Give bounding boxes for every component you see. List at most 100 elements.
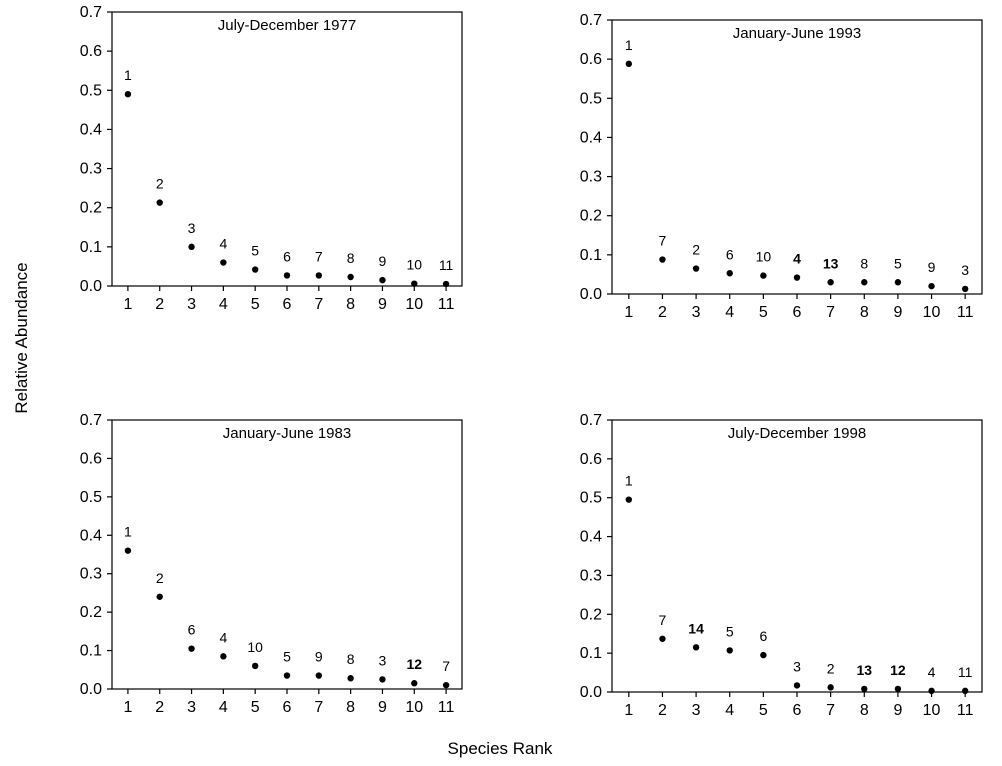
data-point: [928, 687, 935, 695]
data-point-label: 5: [251, 243, 259, 259]
data-point: [411, 680, 418, 687]
data-point: [760, 272, 767, 279]
x-tick-label: 6: [283, 699, 292, 716]
data-point-label: 11: [439, 257, 454, 273]
x-tick-label: 5: [759, 304, 768, 321]
x-tick-label: 10: [405, 296, 423, 313]
data-point-label: 1: [625, 473, 633, 489]
y-tick-label: 0.6: [580, 51, 602, 68]
x-tick-label: 8: [860, 304, 869, 321]
y-tick-label: 0.0: [580, 286, 602, 303]
x-tick-label: 10: [923, 304, 941, 321]
data-point-label: 5: [283, 649, 291, 665]
y-tick-label: 0.2: [580, 606, 602, 623]
x-tick-label: 11: [438, 699, 455, 716]
x-tick-label: 3: [187, 296, 196, 313]
data-point-label: 7: [315, 248, 323, 264]
data-point-label: 2: [156, 176, 164, 192]
data-point-label: 4: [219, 236, 227, 252]
data-point: [894, 279, 902, 286]
panel-january-june-1983: January-June 1983 0.0 0.1 0.2 0.3 0.4 0.5 0.6 0.…: [80, 412, 463, 716]
data-point-label: 2: [156, 570, 164, 586]
y-tick-label: 0.6: [580, 451, 602, 468]
data-point: [124, 547, 132, 554]
data-point: [251, 266, 259, 273]
data-point-label: 12: [890, 662, 906, 678]
y-tick-label: 0.1: [80, 643, 102, 660]
data-point: [827, 279, 834, 286]
y-tick-label: 0.5: [80, 82, 102, 99]
data-point-label: 4: [928, 664, 936, 680]
data-point: [411, 280, 418, 287]
y-tick-label: 0.6: [80, 43, 102, 60]
y-tick-label: 0.5: [80, 489, 102, 506]
y-tick-label: 0.0: [80, 681, 102, 698]
y-tick-label: 0.4: [80, 527, 102, 544]
data-point-label: 10: [756, 249, 772, 265]
x-tick-label: 2: [155, 296, 164, 313]
x-tick-label: 7: [826, 304, 835, 321]
x-tick-label: 3: [692, 304, 701, 321]
y-tick-label: 0.2: [80, 200, 102, 217]
data-point: [861, 685, 868, 693]
data-point-label: 3: [188, 220, 196, 236]
data-point: [692, 644, 700, 651]
y-tick-label: 0.3: [580, 169, 602, 186]
x-axis-label: Species Rank: [447, 739, 553, 758]
x-tick-label: 2: [658, 702, 667, 719]
data-point: [283, 272, 291, 279]
data-point-label: 14: [688, 620, 704, 636]
data-point: [625, 496, 633, 503]
data-point: [188, 645, 195, 652]
data-point-label: 10: [406, 257, 422, 273]
x-tick-label: 3: [187, 699, 196, 716]
y-tick-label: 0.3: [80, 161, 102, 178]
data-point-label: 4: [219, 629, 227, 645]
x-tick-label: 11: [438, 296, 455, 313]
y-tick-label: 0.7: [80, 4, 102, 21]
data-point: [726, 647, 733, 654]
data-point-label: 4: [793, 251, 801, 267]
data-point-label: 13: [823, 255, 839, 271]
y-tick-label: 0.7: [580, 412, 602, 429]
x-tick-label: 2: [155, 699, 164, 716]
data-point: [315, 672, 323, 679]
data-point: [315, 272, 323, 279]
data-point-label: 12: [406, 656, 422, 672]
x-tick-label: 9: [893, 304, 902, 321]
y-tick-label: 0.1: [80, 239, 102, 256]
x-tick-label: 1: [624, 304, 633, 321]
x-tick-label: 9: [893, 702, 902, 719]
data-point: [442, 681, 450, 689]
data-point-label: 8: [347, 651, 355, 667]
y-tick-label: 0.0: [80, 278, 102, 295]
data-point: [928, 282, 935, 290]
y-tick-label: 0.4: [80, 121, 102, 138]
data-point-label: 1: [625, 37, 633, 53]
x-tick-label: 11: [957, 702, 974, 719]
data-point: [156, 593, 163, 600]
x-tick-label: 4: [219, 296, 228, 313]
x-tick-label: 5: [251, 699, 260, 716]
x-tick-label: 6: [793, 304, 802, 321]
data-point-label: 6: [726, 246, 734, 262]
data-point: [793, 682, 801, 689]
data-point: [124, 91, 132, 98]
data-point-label: 7: [659, 233, 667, 249]
data-point: [379, 276, 386, 284]
y-tick-label: 0.5: [580, 490, 602, 507]
x-tick-label: 8: [346, 296, 355, 313]
x-tick-label: 1: [624, 702, 633, 719]
data-point-label: 3: [793, 658, 801, 674]
data-point: [961, 687, 969, 695]
y-tick-label: 0.7: [580, 12, 602, 29]
x-tick-label: 6: [793, 702, 802, 719]
data-point: [156, 199, 163, 206]
y-tick-label: 0.3: [580, 567, 602, 584]
x-tick-label: 3: [692, 702, 701, 719]
y-tick-label: 0.4: [580, 129, 602, 146]
data-point-label: 3: [961, 262, 969, 278]
data-point: [283, 672, 291, 679]
data-point: [188, 243, 195, 251]
